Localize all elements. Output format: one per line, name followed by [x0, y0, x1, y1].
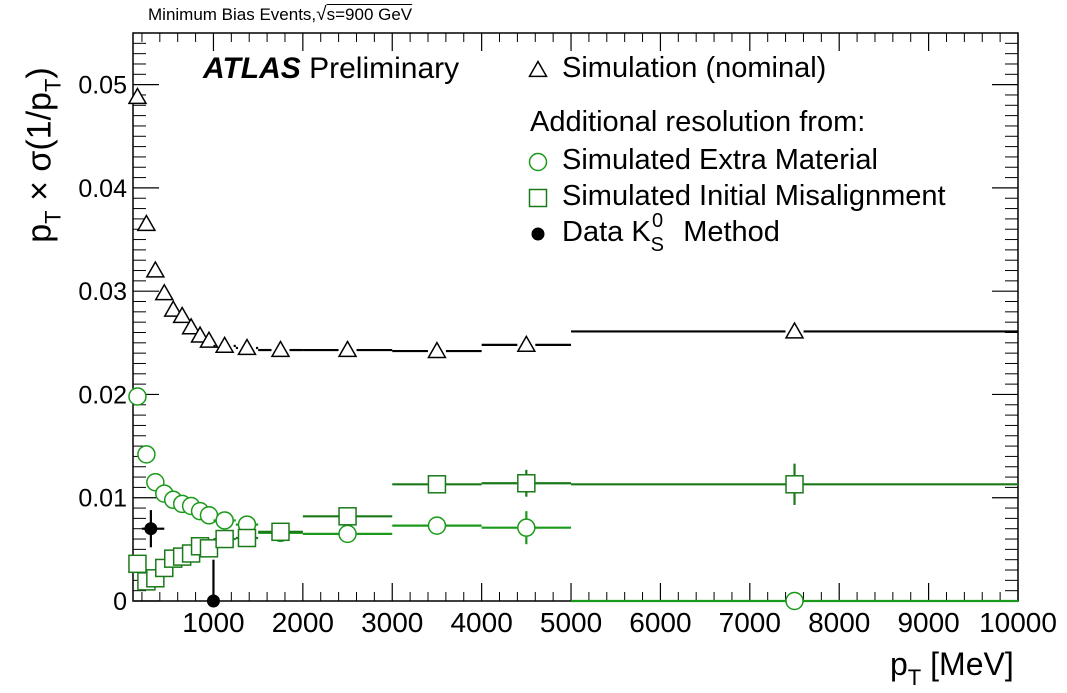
legend-marker: [528, 59, 548, 78]
data-point: [181, 317, 201, 335]
data-point: [215, 529, 234, 549]
x-tick-label: 2000: [272, 607, 334, 638]
data-point: [206, 594, 220, 608]
data-point: [215, 511, 234, 530]
data-point: [128, 387, 147, 406]
data-point: [163, 299, 184, 317]
legend-label-data-suffix: Method: [683, 216, 780, 248]
series-layer: [127, 87, 1018, 611]
legend-item-material: Simulated Extra Material: [562, 144, 878, 177]
y-tick-label: 0.03: [78, 278, 127, 306]
data-point: [190, 325, 210, 343]
legend-label-material: Simulated Extra Material: [562, 144, 878, 176]
legend-data-subscript: S: [650, 234, 665, 256]
x-tick-label: 6000: [629, 607, 691, 638]
data-point: [172, 305, 192, 324]
series-1: [128, 387, 1018, 611]
data-point: [145, 260, 166, 278]
y-tick-label: 0.05: [78, 72, 127, 100]
data-point: [128, 554, 147, 574]
data-point: [427, 475, 447, 494]
energy-text: s=900 GeV: [326, 5, 413, 24]
data-point: [785, 591, 804, 611]
x-tick-label: 3000: [361, 607, 423, 638]
data-point: [199, 330, 219, 348]
legend-item-data: Data KS0 Method: [562, 210, 780, 256]
series-2: [128, 463, 1018, 591]
x-tick-label: 1000: [182, 607, 244, 638]
series-0: [127, 87, 1018, 359]
data-point: [427, 516, 447, 535]
x-tick-label: 8000: [808, 607, 870, 638]
data-point: [338, 524, 357, 544]
data-point: [154, 283, 175, 301]
x-tick-label: 7000: [719, 607, 781, 638]
data-point: [517, 474, 536, 493]
data-point: [427, 341, 447, 359]
legend-label-misalignment: Simulated Initial Misalignment: [562, 180, 946, 212]
top-label: Minimum Bias Events,√s=900 GeV: [148, 4, 412, 26]
y-axis-subscript-2: T: [40, 78, 66, 93]
legend-data-superscript: 0: [652, 210, 664, 232]
axis-ticks: 1000 2000 3000 4000 5000 6000 7000 8000 9000 1000…: [78, 32, 1057, 638]
data-point: [144, 522, 158, 536]
legend-item-misalignment: Simulated Initial Misalignment: [562, 180, 946, 213]
data-point: [127, 87, 148, 105]
y-axis-label: pT × σ(1/pT): [20, 67, 66, 243]
data-point: [270, 340, 291, 358]
legend-item-nominal: Simulation (nominal): [562, 52, 826, 85]
x-tick-label: 9000: [897, 607, 959, 638]
data-point: [237, 337, 257, 356]
y-tick-label: 0.02: [78, 381, 127, 409]
data-point: [517, 518, 536, 537]
x-axis-label: pT [MeV]: [890, 646, 1014, 690]
legend-label-nominal: Simulation (nominal): [562, 52, 827, 84]
y-axis-subscript-1: T: [40, 210, 66, 224]
data-point: [199, 539, 219, 558]
sqrt-symbol: √: [316, 4, 327, 25]
experiment-name: ATLAS: [203, 52, 301, 85]
data-point: [338, 507, 357, 526]
y-tick-label: 0.04: [78, 175, 127, 203]
legend-label-data: Data K: [562, 216, 651, 248]
series-3: [141, 510, 220, 608]
data-point: [136, 214, 157, 232]
data-point: [271, 522, 290, 542]
top-text: Minimum Bias Events,: [148, 5, 317, 24]
x-axis-subscript: T: [907, 665, 922, 690]
legend-symbols: [528, 59, 548, 241]
legend-marker: [528, 152, 548, 172]
y-tick-label: 0: [113, 588, 127, 616]
data-point: [137, 445, 156, 464]
atlas-label: ATLAS Preliminary: [203, 52, 459, 86]
x-tick-label: 10000: [979, 607, 1057, 638]
data-point: [337, 340, 358, 358]
legend-marker: [531, 227, 545, 241]
data-point: [237, 528, 257, 548]
data-point: [516, 334, 537, 353]
legend-marker: [528, 188, 548, 208]
legend-title: Additional resolution from:: [530, 106, 866, 138]
data-point: [785, 475, 804, 494]
status-text: Preliminary: [309, 52, 460, 85]
x-tick-label: 4000: [450, 607, 512, 638]
data-point: [214, 335, 235, 354]
data-point: [784, 321, 805, 339]
x-tick-label: 5000: [540, 607, 602, 638]
y-tick-label: 0.01: [78, 485, 127, 513]
